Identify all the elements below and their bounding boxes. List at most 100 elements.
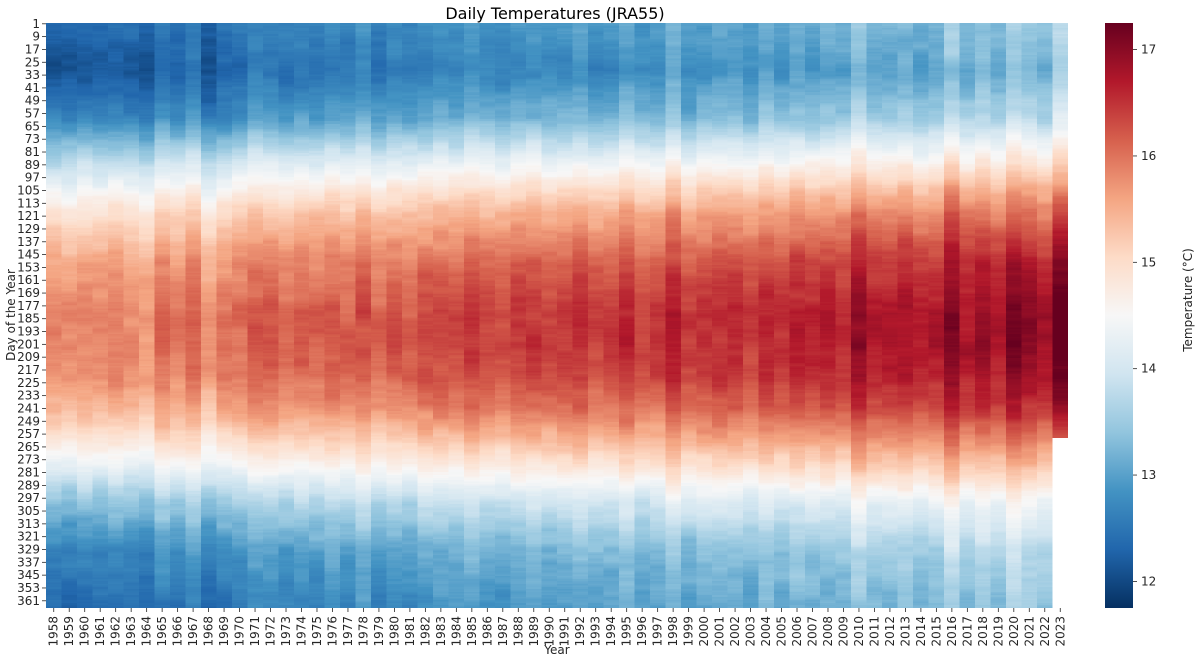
- x-tick-label: 1982: [418, 616, 432, 647]
- y-tick-label: 241: [17, 401, 40, 415]
- colorbar: [1105, 23, 1133, 608]
- y-tick-label: 169: [17, 286, 40, 300]
- y-tick-label: 345: [17, 568, 40, 582]
- x-tick-label: 1978: [356, 616, 370, 647]
- x-tick-label: 1969: [217, 616, 231, 647]
- x-tick-label: 1995: [620, 616, 634, 647]
- x-tick-label: 1992: [573, 616, 587, 647]
- x-tick-label: 2004: [759, 616, 773, 647]
- y-tick-label: 297: [17, 491, 40, 505]
- y-tick-label: 201: [17, 337, 40, 351]
- x-tick-label: 2018: [976, 616, 990, 647]
- x-tick-label: 1987: [496, 616, 510, 647]
- x-tick-label: 1963: [124, 616, 138, 647]
- x-tick-label: 1972: [264, 616, 278, 647]
- y-tick-label: 177: [17, 299, 40, 313]
- y-tick-label: 65: [25, 119, 40, 133]
- x-tick-label: 2020: [1007, 616, 1021, 647]
- x-tick-label: 2010: [852, 616, 866, 647]
- x-tick-label: 2014: [914, 616, 928, 647]
- colorbar-tick-label: 12: [1141, 574, 1156, 588]
- x-tick-label: 1999: [682, 616, 696, 647]
- x-axis-ticks: 1958 1959 1960 1961 1962 1963 1964 1965 1966 1967…: [47, 608, 1067, 647]
- y-tick-label: 81: [25, 145, 40, 159]
- y-tick-label: 233: [17, 389, 40, 403]
- y-tick-label: 9: [32, 30, 40, 44]
- y-tick-label: 57: [25, 107, 40, 121]
- heatmap-cells: [46, 23, 1068, 608]
- colorbar-tick-label: 14: [1141, 362, 1156, 376]
- x-tick-label: 1991: [558, 616, 572, 647]
- y-tick-label: 145: [17, 248, 40, 262]
- y-axis-label: Day of the Year: [4, 269, 18, 361]
- x-tick-label: 1994: [604, 616, 618, 647]
- y-tick-label: 321: [17, 530, 40, 544]
- x-tick-label: 1979: [372, 616, 386, 647]
- y-tick-label: 329: [17, 543, 40, 557]
- y-tick-label: 249: [17, 414, 40, 428]
- y-tick-label: 193: [17, 325, 40, 339]
- y-tick-label: 49: [25, 94, 40, 108]
- x-tick-label: 1980: [387, 616, 401, 647]
- y-tick-label: 25: [25, 55, 40, 69]
- y-tick-label: 153: [17, 260, 40, 274]
- y-tick-label: 313: [17, 517, 40, 531]
- x-tick-label: 2000: [697, 616, 711, 647]
- x-tick-label: 2017: [960, 616, 974, 647]
- x-tick-label: 1958: [47, 616, 61, 647]
- x-tick-label: 1975: [310, 616, 324, 647]
- x-tick-label: 2011: [867, 616, 881, 647]
- y-tick-label: 73: [25, 132, 40, 146]
- x-tick-label: 2006: [790, 616, 804, 647]
- y-tick-label: 1: [32, 17, 40, 31]
- y-tick-label: 33: [25, 68, 40, 82]
- x-axis-label: Year: [543, 643, 569, 657]
- x-tick-label: 2016: [945, 616, 959, 647]
- colorbar-tick-label: 15: [1141, 255, 1156, 269]
- x-tick-label: 2021: [1022, 616, 1036, 647]
- x-tick-label: 1996: [635, 616, 649, 647]
- x-tick-label: 1993: [589, 616, 603, 647]
- x-tick-label: 2002: [728, 616, 742, 647]
- y-tick-label: 185: [17, 312, 40, 326]
- x-tick-label: 1986: [480, 616, 494, 647]
- x-tick-label: 1977: [341, 616, 355, 647]
- x-tick-label: 2008: [821, 616, 835, 647]
- x-tick-label: 1971: [248, 616, 262, 647]
- x-tick-label: 1988: [511, 616, 525, 647]
- x-tick-label: 2003: [744, 616, 758, 647]
- x-tick-label: 1973: [279, 616, 293, 647]
- x-tick-label: 2015: [929, 616, 943, 647]
- y-tick-label: 105: [17, 183, 40, 197]
- x-tick-label: 2001: [713, 616, 727, 647]
- x-tick-label: 2019: [991, 616, 1005, 647]
- x-tick-label: 1976: [325, 616, 339, 647]
- x-tick-label: 1974: [295, 616, 309, 647]
- y-tick-label: 265: [17, 440, 40, 454]
- x-tick-label: 1983: [434, 616, 448, 647]
- x-tick-label: 2005: [775, 616, 789, 647]
- y-tick-label: 225: [17, 376, 40, 390]
- x-tick-label: 1960: [78, 616, 92, 647]
- y-tick-label: 121: [17, 209, 40, 223]
- x-tick-label: 1966: [171, 616, 185, 647]
- y-tick-label: 89: [25, 158, 40, 172]
- x-tick-label: 1984: [449, 616, 463, 647]
- x-tick-label: 2022: [1038, 616, 1052, 647]
- x-tick-label: 1989: [527, 616, 541, 647]
- y-tick-label: 281: [17, 466, 40, 480]
- y-tick-label: 129: [17, 222, 40, 236]
- x-tick-label: 1997: [651, 616, 665, 647]
- x-tick-label: 1962: [109, 616, 123, 647]
- y-axis-ticks: 1917253341495765738189971051131211291371…: [17, 17, 46, 608]
- x-tick-label: 1981: [403, 616, 417, 647]
- y-tick-label: 273: [17, 453, 40, 467]
- colorbar-tick-label: 16: [1141, 149, 1156, 163]
- x-tick-label: 1964: [140, 616, 154, 647]
- x-tick-label: 1970: [233, 616, 247, 647]
- x-tick-label: 1990: [542, 616, 556, 647]
- colorbar-ticks: 12 13 14 15 16 17: [1133, 43, 1156, 588]
- y-tick-label: 41: [25, 81, 40, 95]
- x-tick-label: 1961: [93, 616, 107, 647]
- x-tick-label: 1959: [62, 616, 76, 647]
